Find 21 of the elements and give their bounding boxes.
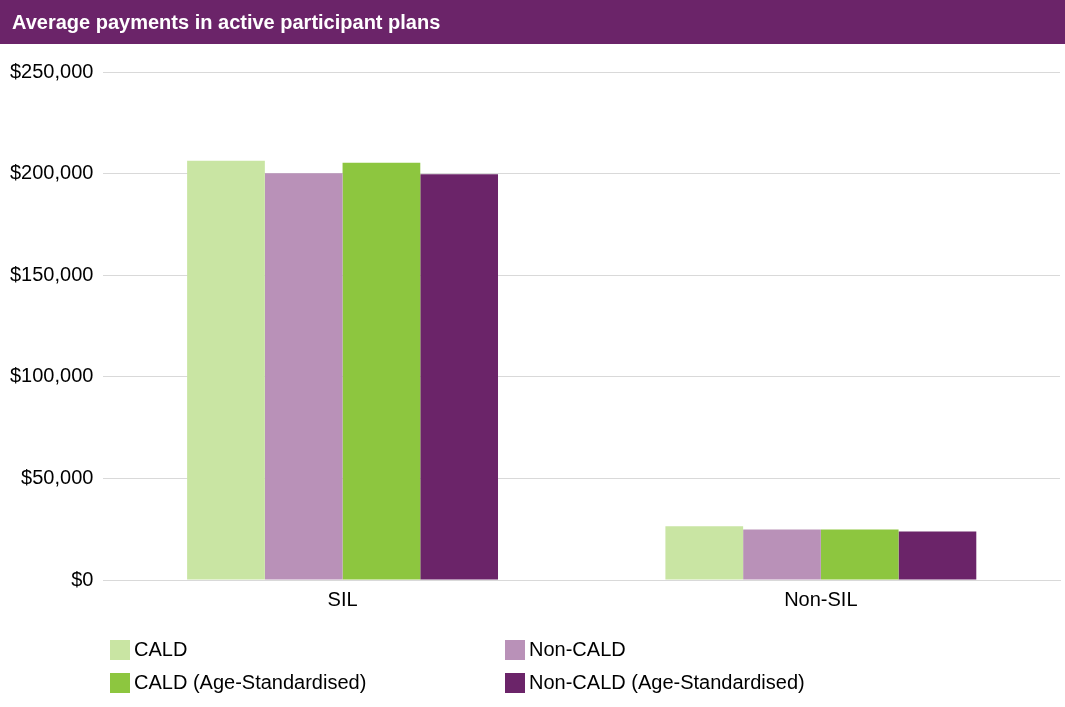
legend-label: Non-CALD (Age-Standardised): [529, 671, 805, 694]
x-tick-label: SIL: [327, 587, 358, 610]
bar: [743, 529, 821, 580]
bar: [420, 174, 499, 580]
bar: [665, 526, 744, 580]
y-tick-label: $50,000: [21, 465, 94, 488]
x-tick-label: Non-SIL: [784, 587, 858, 610]
bar: [898, 531, 977, 580]
y-tick-label: $0: [71, 567, 94, 590]
bar: [187, 160, 265, 580]
chart-title: Average payments in active participant plans: [0, 0, 1065, 44]
bar: [820, 529, 899, 580]
bar: [342, 162, 421, 580]
y-tick-label: $150,000: [10, 262, 94, 285]
bar: [264, 173, 343, 580]
y-tick-label: $100,000: [10, 364, 94, 387]
legend-label: Non-CALD: [529, 638, 626, 661]
legend-label: CALD: [134, 638, 188, 661]
y-tick-label: $200,000: [10, 161, 94, 184]
y-tick-label: $250,000: [10, 59, 94, 82]
legend-label: CALD (Age-Standardised): [134, 671, 367, 694]
